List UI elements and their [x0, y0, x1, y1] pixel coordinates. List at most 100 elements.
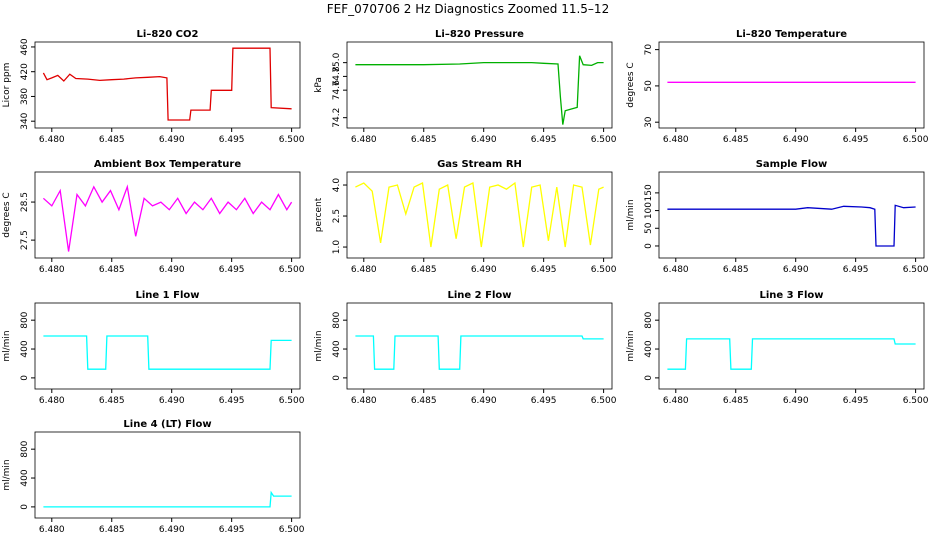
panel-title: Line 1 Flow: [136, 290, 200, 301]
x-tick-label: 6.480: [39, 265, 65, 275]
y-tick-label: 800: [20, 311, 30, 328]
y-tick-label: 70: [644, 44, 654, 56]
x-tick-label: 6.500: [591, 265, 617, 275]
plot-frame: [346, 302, 613, 390]
y-tick-label: 0: [20, 504, 30, 510]
y-axis-label: degrees C: [626, 62, 636, 107]
plot-frame: [34, 41, 301, 129]
y-tick-label: 50: [644, 80, 654, 92]
y-tick-label: 400: [644, 340, 654, 357]
x-tick-label: 6.490: [159, 135, 185, 145]
page-title: FEF_070706 2 Hz Diagnostics Zoomed 11.5–…: [327, 2, 609, 16]
x-tick-label: 6.500: [903, 396, 929, 406]
x-tick-label: 6.500: [903, 135, 929, 145]
x-tick-label: 6.500: [279, 265, 305, 275]
panel-title: Li–820 Pressure: [435, 29, 524, 40]
x-tick-label: 6.490: [783, 396, 809, 406]
x-tick-label: 6.495: [843, 135, 869, 145]
y-axis-label: Licor ppm: [2, 63, 12, 108]
x-tick-label: 6.480: [39, 525, 65, 535]
y-tick-label: 1.0: [332, 240, 342, 255]
x-tick-label: 6.495: [843, 265, 869, 275]
x-tick-label: 6.480: [39, 135, 65, 145]
panel-title: Sample Flow: [756, 159, 828, 170]
y-tick-label: 400: [332, 340, 342, 357]
plot-frame: [658, 41, 925, 129]
x-tick-label: 6.480: [663, 135, 689, 145]
y-axis-label: ml/min: [314, 330, 324, 361]
x-tick-label: 6.495: [843, 396, 869, 406]
series-line: [355, 335, 604, 370]
y-axis-label: kPa: [314, 77, 324, 93]
x-tick-label: 6.500: [903, 265, 929, 275]
x-tick-label: 6.480: [351, 396, 377, 406]
plot-frame: [658, 302, 925, 390]
x-tick-label: 6.485: [99, 135, 125, 145]
y-tick-label: 28.5: [20, 192, 30, 212]
x-tick-label: 6.500: [591, 396, 617, 406]
y-tick-label: 0: [20, 375, 30, 381]
y-tick-label: 400: [20, 340, 30, 357]
x-tick-label: 6.495: [219, 525, 245, 535]
y-tick-label: 2.5: [332, 209, 342, 223]
plot-frame: [34, 171, 301, 259]
x-tick-label: 6.485: [411, 396, 437, 406]
x-tick-label: 6.490: [159, 396, 185, 406]
x-tick-label: 6.495: [531, 396, 557, 406]
x-tick-label: 6.485: [411, 265, 437, 275]
series-line: [42, 184, 293, 252]
x-tick-label: 6.500: [279, 396, 305, 406]
y-axis-label: ml/min: [2, 459, 12, 490]
y-tick-label: 800: [20, 440, 30, 457]
series-line: [43, 335, 292, 370]
x-tick-label: 6.480: [663, 396, 689, 406]
x-tick-label: 6.480: [39, 396, 65, 406]
plot-frame: [34, 302, 301, 390]
y-tick-label: 340: [20, 112, 30, 129]
y-tick-label: 150: [644, 184, 654, 201]
x-tick-label: 6.490: [159, 525, 185, 535]
x-tick-label: 6.485: [99, 265, 125, 275]
x-tick-label: 6.490: [471, 396, 497, 406]
x-tick-label: 6.480: [351, 265, 377, 275]
y-tick-label: 380: [20, 88, 30, 105]
y-tick-label: 4.0: [332, 178, 342, 193]
series-line: [355, 181, 604, 248]
x-tick-label: 6.495: [219, 396, 245, 406]
x-tick-label: 6.495: [531, 265, 557, 275]
x-tick-label: 6.490: [471, 265, 497, 275]
series-line: [667, 338, 916, 370]
y-tick-label: 0: [644, 243, 654, 249]
y-tick-label: 75.0: [332, 52, 342, 72]
series-line: [667, 204, 916, 247]
x-tick-label: 6.485: [723, 135, 749, 145]
panel-title: Line 4 (LT) Flow: [123, 419, 211, 430]
y-tick-label: 74.2: [332, 108, 342, 128]
y-tick-label: 800: [332, 311, 342, 328]
x-tick-label: 6.485: [99, 525, 125, 535]
y-tick-label: 460: [20, 38, 30, 55]
x-tick-label: 6.490: [159, 265, 185, 275]
y-tick-label: 800: [644, 311, 654, 328]
y-tick-label: 100: [644, 202, 654, 219]
panel-title: Line 2 Flow: [448, 290, 512, 301]
x-tick-label: 6.485: [411, 135, 437, 145]
x-tick-label: 6.480: [663, 265, 689, 275]
y-axis-label: percent: [314, 197, 324, 232]
x-tick-label: 6.485: [99, 396, 125, 406]
plot-frame: [346, 41, 613, 129]
y-tick-label: 0: [332, 375, 342, 381]
series-line: [43, 490, 292, 508]
x-tick-label: 6.490: [783, 135, 809, 145]
y-tick-label: 50: [644, 222, 654, 234]
y-axis-label: ml/min: [2, 330, 12, 361]
series-line: [355, 55, 604, 125]
plot-frame: [346, 171, 613, 259]
y-axis-label: ml/min: [626, 330, 636, 361]
y-tick-label: 400: [20, 469, 30, 486]
x-tick-label: 6.490: [783, 265, 809, 275]
x-tick-label: 6.500: [279, 525, 305, 535]
panel-title: Ambient Box Temperature: [94, 159, 241, 170]
y-axis-label: ml/min: [626, 199, 636, 230]
